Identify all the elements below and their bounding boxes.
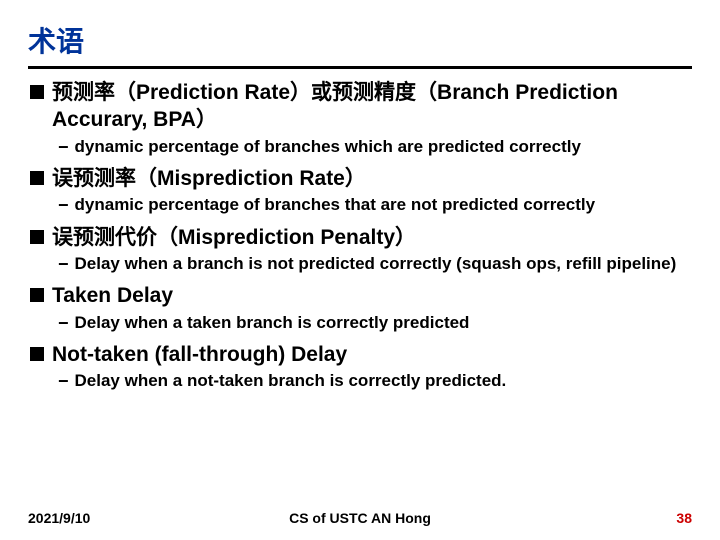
square-bullet-icon [30, 288, 44, 302]
square-bullet-icon [30, 171, 44, 185]
square-bullet-icon [30, 347, 44, 361]
bullet-heading: Taken Delay [52, 282, 173, 309]
sub-text: Delay when a taken branch is correctly p… [75, 312, 470, 334]
bullet-row: 误预测率（Misprediction Rate） [30, 165, 692, 192]
sub-row: − dynamic percentage of branches that ar… [58, 194, 692, 217]
dash-icon: − [58, 312, 69, 335]
sub-text: Delay when a branch is not predicted cor… [75, 253, 677, 275]
bullet-row: Not-taken (fall-through) Delay [30, 341, 692, 368]
content-area: 预测率（Prediction Rate）或预测精度（Branch Predict… [28, 79, 692, 540]
dash-icon: − [58, 370, 69, 393]
bullet-row: 预测率（Prediction Rate）或预测精度（Branch Predict… [30, 79, 692, 134]
bullet-row: Taken Delay [30, 282, 692, 309]
dash-icon: − [58, 136, 69, 159]
bullet-heading: Not-taken (fall-through) Delay [52, 341, 347, 368]
footer-date: 2021/9/10 [28, 510, 90, 526]
bullet-heading: 误预测代价（Misprediction Penalty） [52, 224, 416, 251]
bullet-row: 误预测代价（Misprediction Penalty） [30, 224, 692, 251]
footer-center: CS of USTC AN Hong [289, 510, 431, 526]
sub-text: Delay when a not-taken branch is correct… [75, 370, 507, 392]
square-bullet-icon [30, 230, 44, 244]
sub-row: − dynamic percentage of branches which a… [58, 136, 692, 159]
sub-row: − Delay when a not-taken branch is corre… [58, 370, 692, 393]
bullet-heading: 预测率（Prediction Rate）或预测精度（Branch Predict… [52, 79, 692, 134]
title-rule [28, 66, 692, 69]
slide-title: 术语 [28, 20, 692, 60]
list-item: 预测率（Prediction Rate）或预测精度（Branch Predict… [28, 79, 692, 159]
square-bullet-icon [30, 85, 44, 99]
sub-row: − Delay when a taken branch is correctly… [58, 312, 692, 335]
footer: 2021/9/10 CS of USTC AN Hong 38 [0, 510, 720, 526]
list-item: Not-taken (fall-through) Delay − Delay w… [28, 341, 692, 394]
dash-icon: − [58, 194, 69, 217]
sub-text: dynamic percentage of branches which are… [75, 136, 581, 158]
slide: 术语 预测率（Prediction Rate）或预测精度（Branch Pred… [0, 0, 720, 540]
footer-page-number: 38 [676, 510, 692, 526]
list-item: 误预测率（Misprediction Rate） − dynamic perce… [28, 165, 692, 218]
sub-text: dynamic percentage of branches that are … [75, 194, 596, 216]
list-item: 误预测代价（Misprediction Penalty） − Delay whe… [28, 224, 692, 277]
dash-icon: − [58, 253, 69, 276]
list-item: Taken Delay − Delay when a taken branch … [28, 282, 692, 335]
sub-row: − Delay when a branch is not predicted c… [58, 253, 692, 276]
bullet-heading: 误预测率（Misprediction Rate） [52, 165, 366, 192]
